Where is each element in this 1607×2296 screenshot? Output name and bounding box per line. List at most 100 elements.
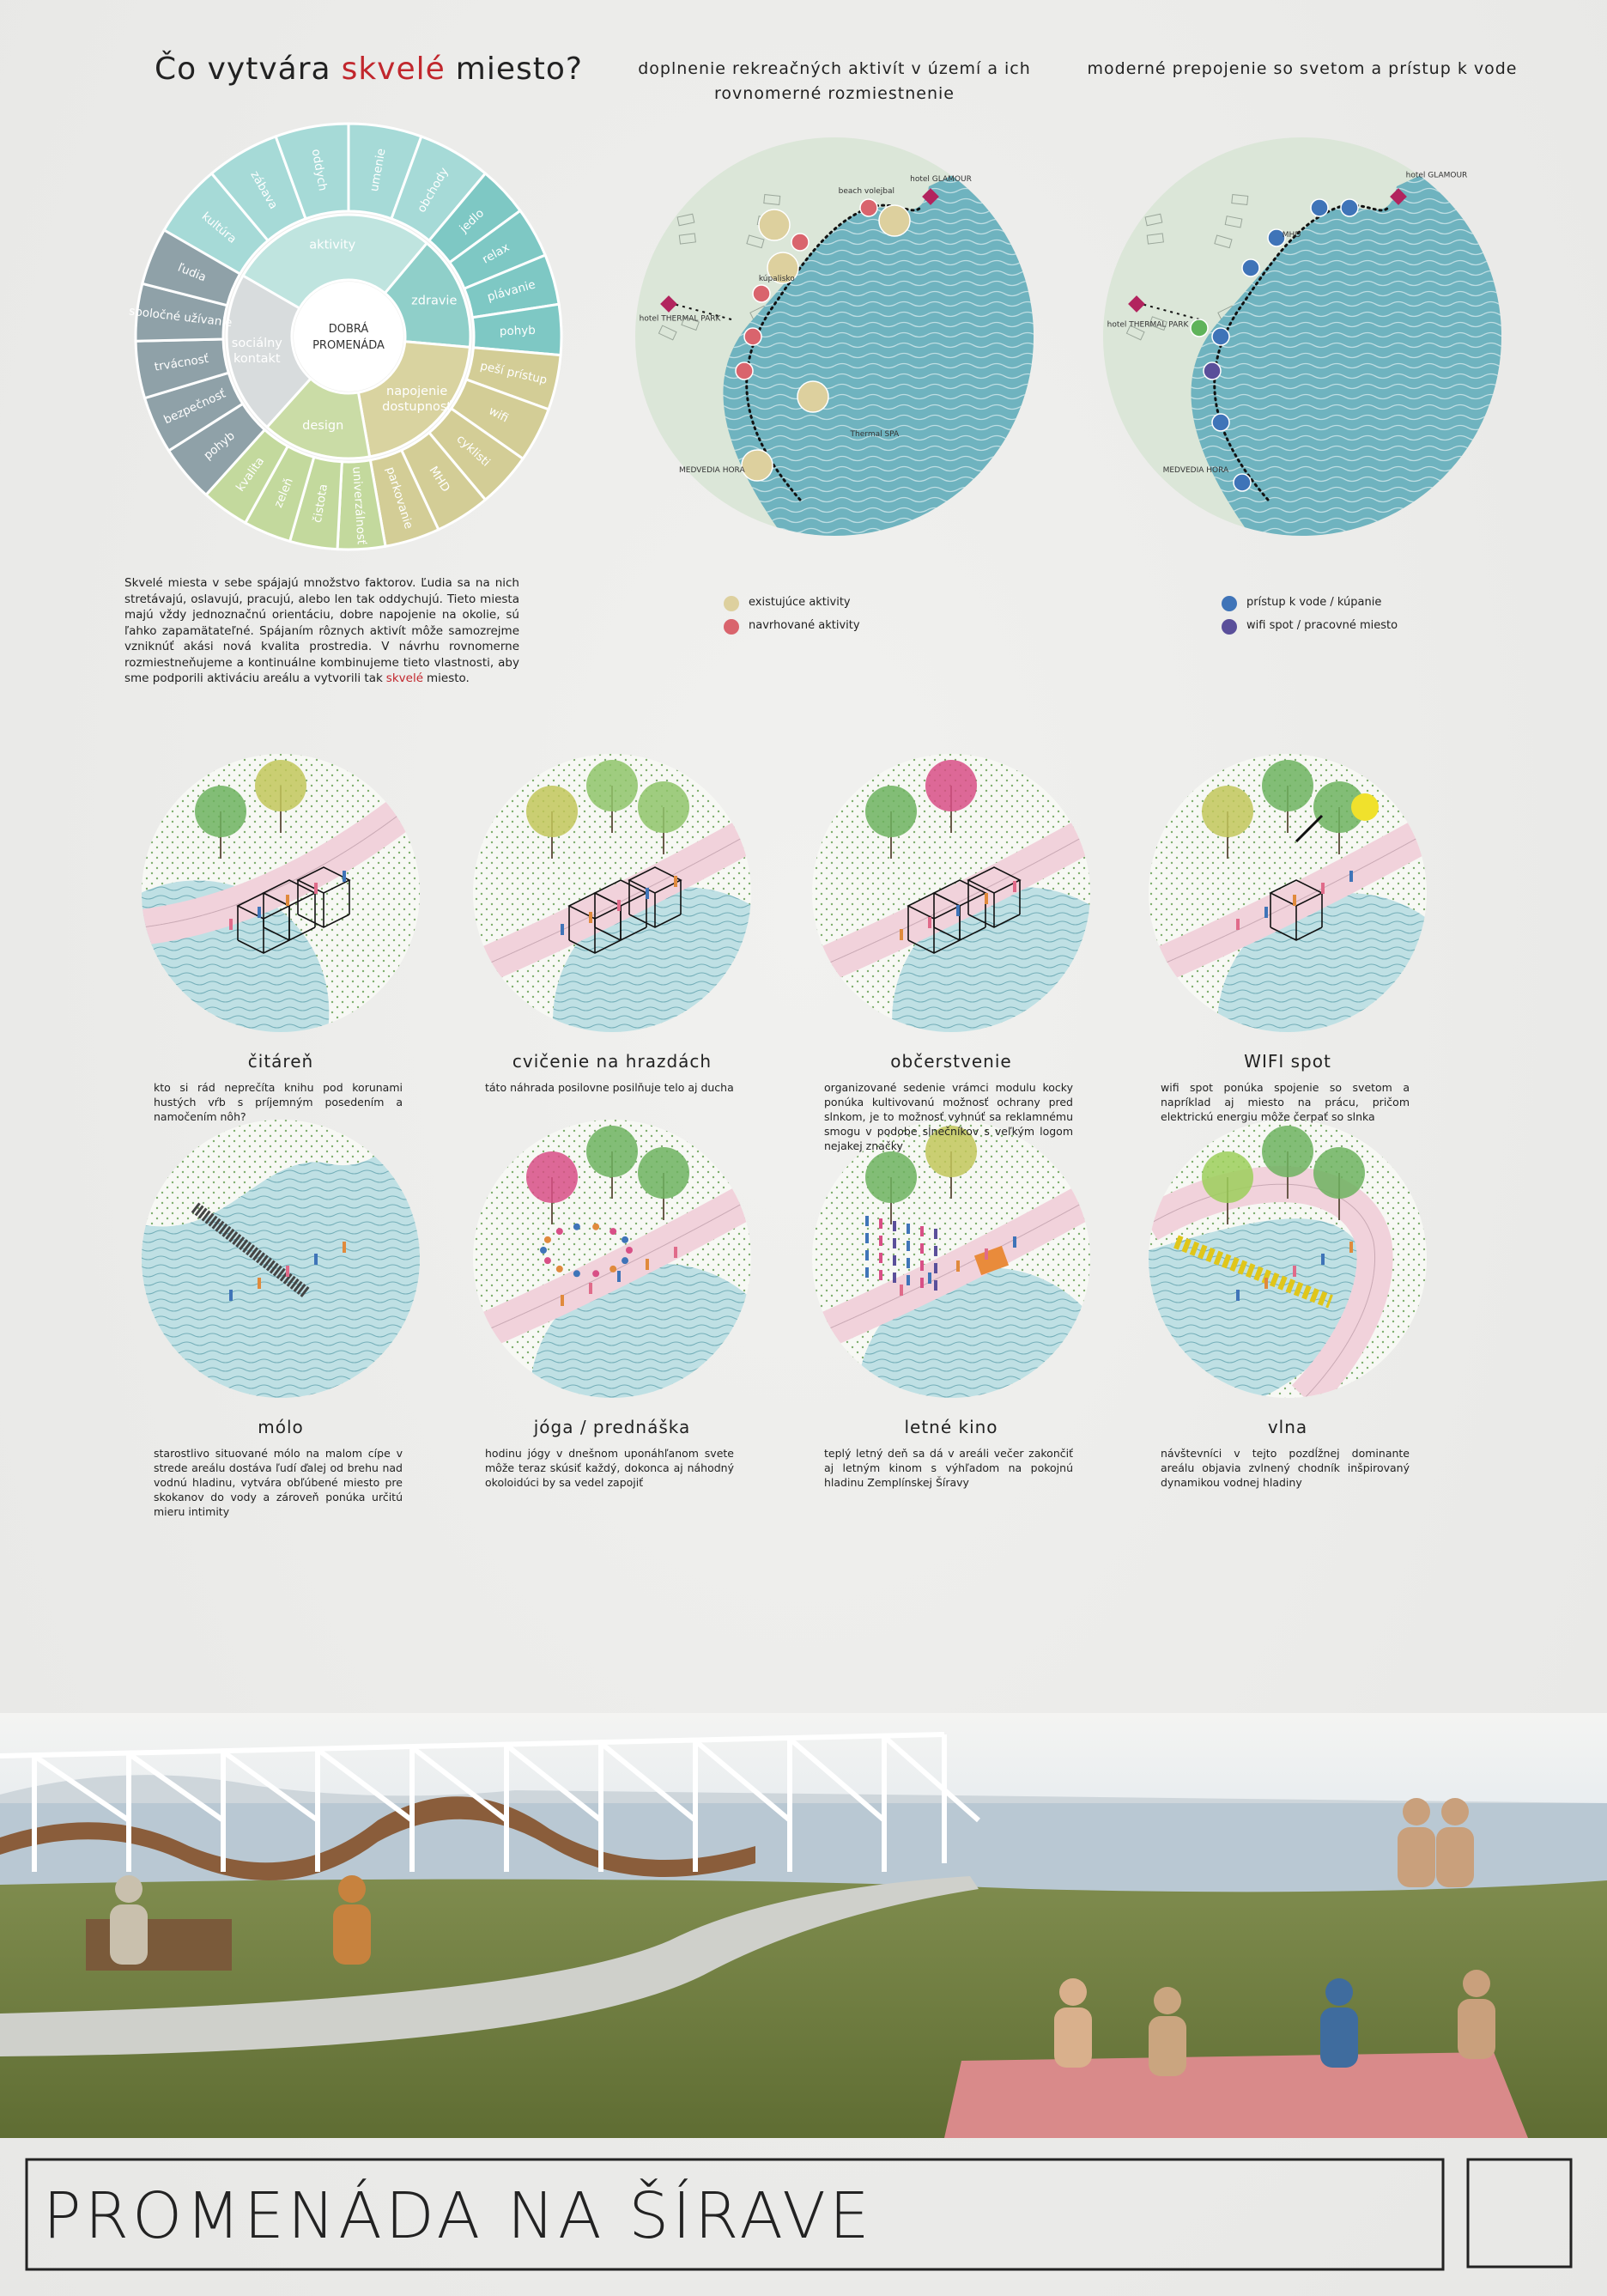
wheel-segment-label-line: kontakt (233, 352, 281, 366)
frame-brace (788, 1736, 886, 1823)
audience (893, 1273, 896, 1283)
module-frame (296, 866, 351, 928)
map-water-waves (1191, 137, 1501, 536)
audience (865, 1250, 869, 1260)
person (561, 924, 564, 935)
wheel-segment-label: napojenie dostupnosť (382, 385, 452, 414)
frame-brace (410, 1745, 508, 1823)
map-label: MEDVEDIA HORA (679, 466, 745, 475)
wheel-outer-segment (140, 228, 242, 307)
module-frame (967, 866, 1022, 928)
map-arrow (1134, 301, 1200, 320)
wheel-segment-label-line: sociálny (232, 337, 283, 350)
legend-swatch (1222, 596, 1237, 611)
map-label: MEDVEDIA HORA (1163, 466, 1229, 475)
frame-brace (127, 1752, 225, 1823)
tree-crown (586, 1126, 638, 1177)
map-activity (1233, 473, 1252, 492)
wheel-item: univerzálnosť (349, 466, 368, 545)
map-hotel (1128, 295, 1145, 313)
person (956, 905, 960, 916)
map-label: MHD (1283, 231, 1301, 240)
tree-crown (1313, 781, 1365, 833)
person (674, 876, 677, 887)
map-building (746, 234, 765, 249)
vignette-text: hodinu jógy v dnešnom uponáhľanom svete … (485, 1447, 734, 1489)
person (646, 1259, 649, 1270)
vignette-name: mólo (258, 1417, 304, 1437)
map-hotel (922, 188, 939, 205)
map-activity (791, 233, 810, 252)
person-body (1320, 2007, 1358, 2068)
poster-heading: Čo vytvára skvelé miesto? (155, 52, 583, 87)
scene-photo (0, 1713, 1607, 2138)
vignette-name: jóga / prednáška (533, 1417, 691, 1437)
module-frame (628, 866, 682, 928)
steel-frame (0, 1732, 980, 1872)
yoga-person (543, 1257, 551, 1265)
audience (865, 1267, 869, 1278)
pier (191, 1202, 311, 1298)
map-label: hotel GLAMOUR (910, 175, 972, 184)
vignette-text: kto si rád neprečíta knihu pod korunami … (154, 1081, 403, 1123)
legend-swatch (724, 596, 739, 611)
wave-walkway (1173, 1235, 1333, 1309)
vignette-name: čitáreň (247, 1051, 314, 1072)
map-activity (1241, 258, 1260, 277)
person (646, 888, 649, 899)
person-head (338, 1875, 366, 1903)
vignette-name: WIFI spot (1244, 1051, 1331, 1072)
map-activity (797, 380, 829, 413)
wheel-segment-label-line: aktivity (309, 239, 355, 252)
map-water-waves (723, 137, 1034, 536)
frame-brace (505, 1743, 603, 1823)
wheel-segment-label-line: design (302, 419, 343, 433)
map-label: hotel GLAMOUR (1406, 171, 1468, 179)
person (617, 1271, 621, 1282)
audience (879, 1253, 882, 1263)
map-activity (1203, 361, 1222, 380)
vignette-name: letné kino (904, 1417, 998, 1437)
person (617, 900, 621, 911)
vignette-water-waves (857, 1267, 1090, 1398)
person (561, 1295, 564, 1306)
legend-label: navrhované aktivity (749, 619, 860, 632)
sun-arrow (1295, 814, 1324, 843)
map-building (1070, 273, 1088, 289)
person (258, 907, 261, 918)
map-content (635, 137, 1034, 536)
map-building (658, 325, 677, 341)
yoga-person (573, 1270, 580, 1278)
person (985, 893, 988, 904)
tree-crown (638, 1147, 689, 1199)
wheel-segment-label-line: dostupnosť (382, 400, 452, 414)
map-building (1214, 234, 1233, 249)
person (1013, 1236, 1016, 1248)
sun (1351, 793, 1379, 821)
wheel-inner-segment (356, 340, 472, 459)
audience (934, 1246, 937, 1256)
vignette-text: návštevníci v tejto pozdĺžnej dominante … (1161, 1447, 1410, 1489)
map-arrow (666, 301, 732, 320)
person (1013, 881, 1016, 892)
tree-crown (925, 760, 977, 811)
vignette-promenade-edge (142, 798, 420, 928)
person-body (1149, 2016, 1186, 2076)
frame-brace (33, 1753, 130, 1823)
wheel-segment-label: sociálny kontakt (232, 337, 283, 366)
footer-title: PROMENÁDA NA ŠÍRAVE (43, 2179, 873, 2253)
intro-text: miesto. (427, 671, 470, 685)
map-hotel (1390, 188, 1407, 205)
tree-crown (1202, 786, 1253, 837)
legend-label: existujúce aktivity (749, 596, 851, 609)
legend-label: wifi spot / pracovné miesto (1246, 619, 1398, 632)
person-head (1441, 1798, 1469, 1825)
vignette-promenade-edge (1149, 832, 1427, 971)
frame-brace (316, 1747, 414, 1823)
person (1236, 919, 1240, 930)
person-body (1054, 2007, 1092, 2068)
vignette-text: wifi spot ponúka spojenie so svetom a na… (1161, 1081, 1410, 1123)
vignette-content (142, 1120, 420, 1398)
person (589, 912, 592, 923)
